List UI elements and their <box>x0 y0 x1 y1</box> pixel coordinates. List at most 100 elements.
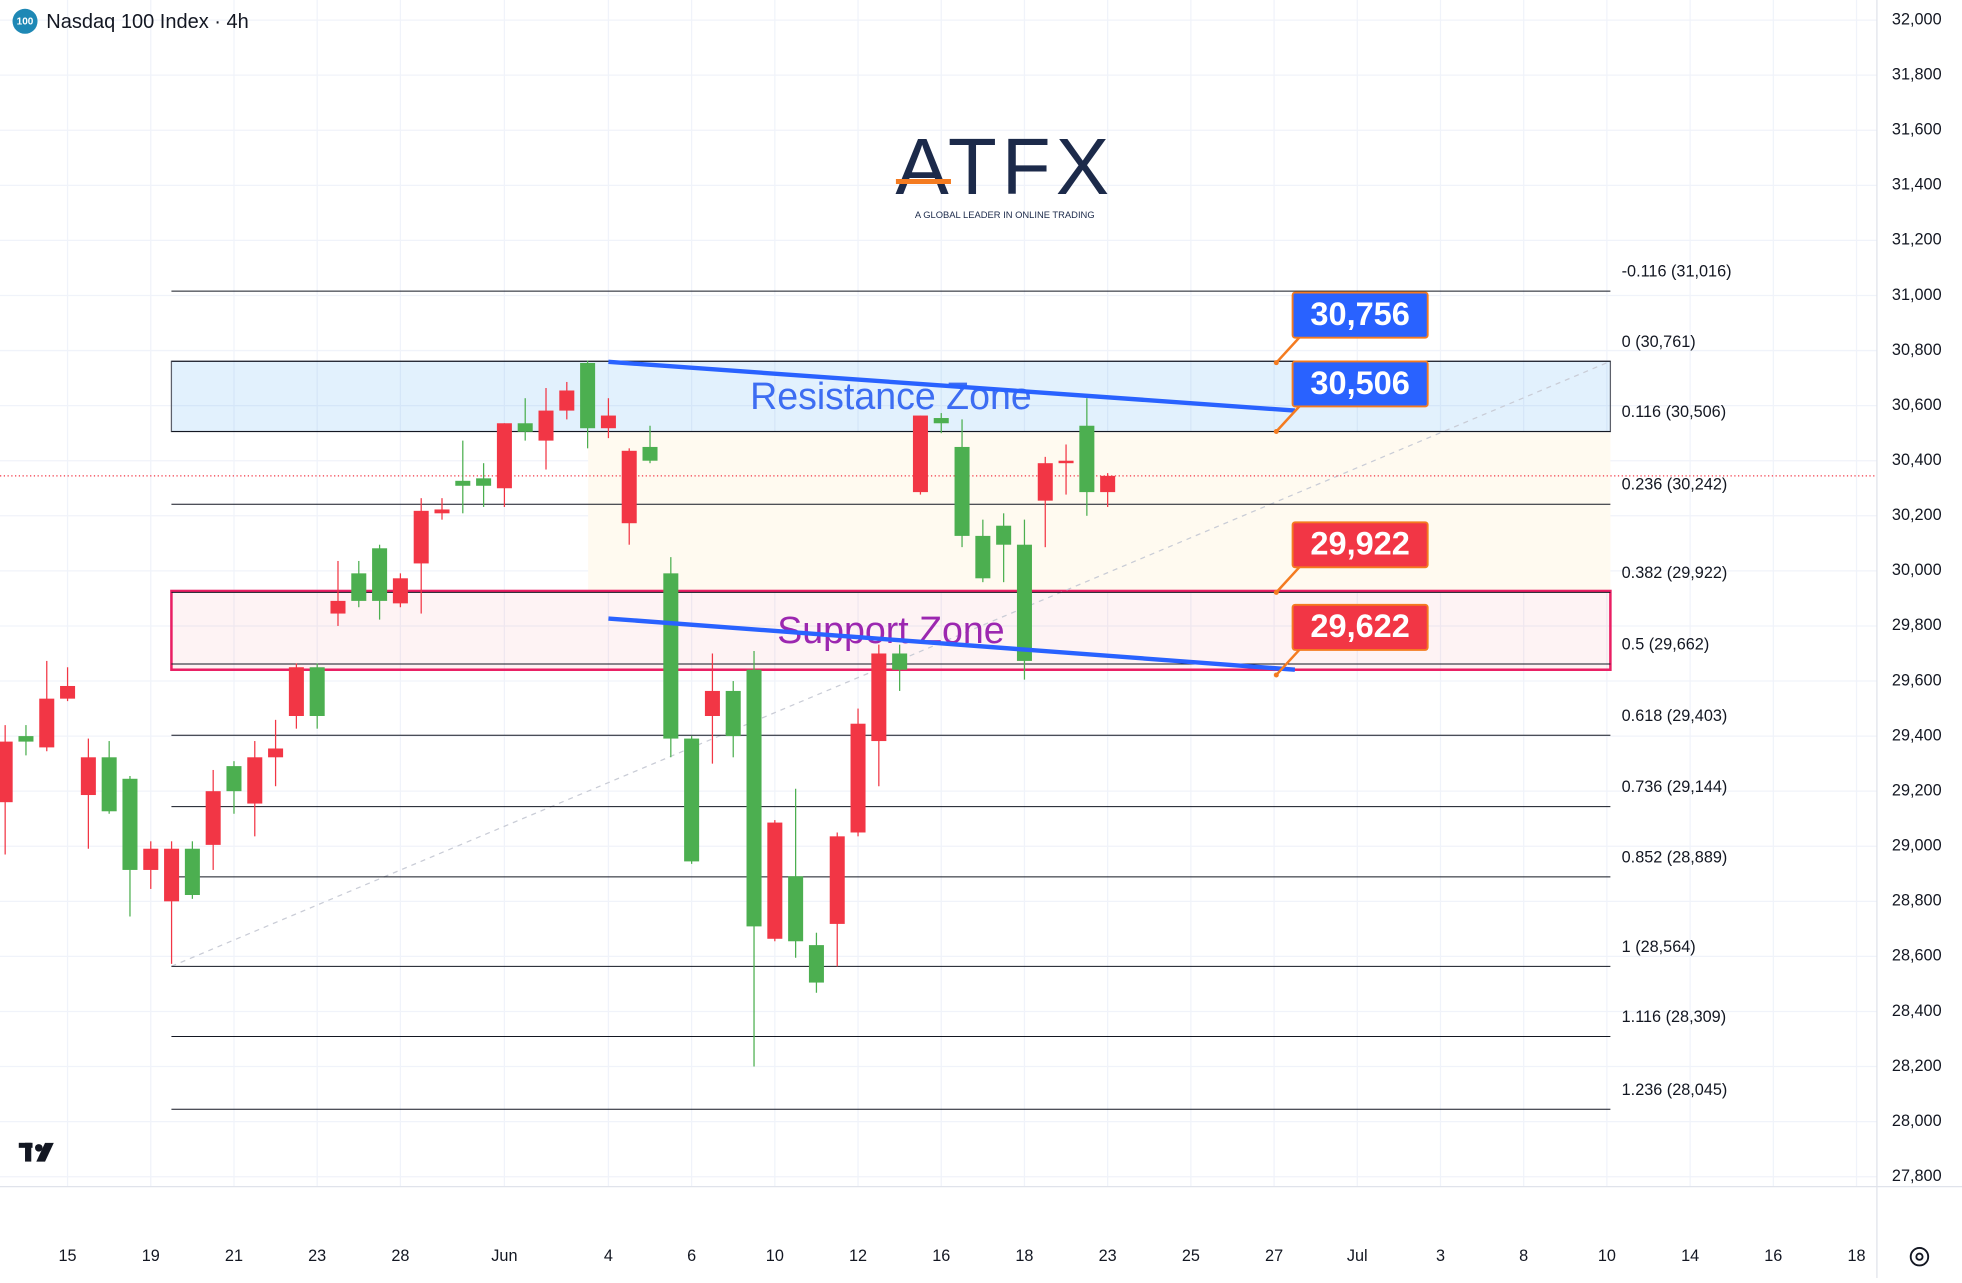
candle-body <box>704 690 720 716</box>
callout-anchor <box>1273 672 1279 678</box>
badge-text: 100 <box>17 17 34 28</box>
settings-icon[interactable] <box>1909 1247 1930 1267</box>
y-tick-label: 30,600 <box>1892 396 1942 414</box>
x-tick-label: 28 <box>391 1247 409 1265</box>
y-tick-label: 31,200 <box>1892 231 1942 249</box>
candle-body <box>80 757 96 796</box>
candle-body <box>1100 475 1116 493</box>
fib-label: 0.852 (28,889) <box>1622 848 1728 866</box>
x-tick-label: 12 <box>849 1247 867 1265</box>
trendline <box>608 359 1296 413</box>
callout-anchor <box>1273 589 1279 595</box>
candle-body <box>330 600 346 614</box>
candle-body <box>39 698 55 748</box>
x-tick-label: 25 <box>1182 1247 1200 1265</box>
y-tick-label: 30,000 <box>1892 561 1942 579</box>
candle-body <box>101 757 117 812</box>
callout-box <box>1291 603 1429 651</box>
candle-body <box>184 848 200 895</box>
candle-body <box>455 480 471 486</box>
x-tick-label: 23 <box>1099 1247 1117 1265</box>
candle-body <box>288 667 304 716</box>
axes: 27,800 28,000 28,200 28,400 28,600 28,800 29,0… <box>59 10 1942 1265</box>
candle-body <box>351 573 367 601</box>
fib-label: 0.382 (29,922) <box>1622 564 1728 582</box>
candle-body <box>996 525 1012 545</box>
callout-label: 30,756 <box>1310 296 1409 332</box>
candle-body <box>372 548 388 601</box>
y-tick-label: 29,800 <box>1892 616 1942 634</box>
candle-body <box>538 410 554 441</box>
x-tick-label: 4 <box>604 1247 613 1265</box>
candle-body <box>663 573 679 739</box>
y-tick-label: 28,000 <box>1892 1112 1942 1130</box>
candle-body <box>912 415 928 493</box>
candle-body <box>413 510 429 564</box>
callout-label: 30,506 <box>1310 365 1409 401</box>
callout-anchor <box>1273 429 1279 435</box>
candle-body <box>746 669 762 927</box>
y-tick-label: 28,800 <box>1892 892 1942 910</box>
candle-body <box>954 446 970 536</box>
x-tick-label: 10 <box>766 1247 784 1265</box>
candle-body <box>164 848 180 902</box>
y-tick-label: 31,600 <box>1892 121 1942 139</box>
candle-body <box>767 822 783 939</box>
x-tick-label: 6 <box>687 1247 696 1265</box>
candle-body <box>1079 425 1095 493</box>
callout-box <box>1291 360 1429 408</box>
x-tick-label: 14 <box>1681 1247 1699 1265</box>
y-tick-label: 29,000 <box>1892 837 1942 855</box>
candle-body <box>621 450 637 524</box>
x-tick-label: 23 <box>308 1247 326 1265</box>
fib-label: 0 (30,761) <box>1622 333 1696 351</box>
candle-body <box>892 653 908 670</box>
y-tick-label: 31,800 <box>1892 65 1942 83</box>
chart-title: Nasdaq 100 Index · 4h <box>46 11 248 33</box>
candle-body <box>1016 544 1032 661</box>
x-tick-label: 10 <box>1598 1247 1616 1265</box>
retracement-area <box>588 431 1611 593</box>
candle-body <box>226 766 242 792</box>
x-tick-label: 3 <box>1436 1247 1445 1265</box>
fib-label: 0.116 (30,506) <box>1622 403 1726 421</box>
grid <box>0 0 1877 1187</box>
candle-body <box>476 478 492 486</box>
fib-label: 1.116 (28,309) <box>1622 1008 1726 1026</box>
candle-body <box>933 418 949 424</box>
x-tick-label: 18 <box>1847 1247 1865 1265</box>
y-tick-label: 31,400 <box>1892 176 1942 194</box>
candle-body <box>559 390 575 411</box>
candle-body <box>975 535 991 579</box>
x-tick-label: 27 <box>1265 1247 1283 1265</box>
y-tick-label: 30,400 <box>1892 451 1942 469</box>
candle-body <box>725 690 741 737</box>
x-tick-label: Jul <box>1347 1247 1368 1265</box>
candle-body <box>1058 460 1074 464</box>
fib-label: 1 (28,564) <box>1622 938 1696 956</box>
candle-body <box>850 723 866 833</box>
candle-body <box>580 362 596 429</box>
trendline <box>608 616 1296 672</box>
candle-body <box>0 741 13 803</box>
x-tick-label: 16 <box>932 1247 950 1265</box>
candle-body <box>642 446 658 461</box>
y-tick-label: 28,400 <box>1892 1002 1942 1020</box>
candle-body <box>392 578 408 604</box>
y-tick-label: 32,000 <box>1892 10 1942 28</box>
candle-body <box>829 836 845 924</box>
callout-label: 29,922 <box>1310 526 1409 562</box>
callout-box <box>1291 291 1429 339</box>
y-tick-label: 28,200 <box>1892 1057 1942 1075</box>
y-tick-label: 30,200 <box>1892 506 1942 524</box>
x-tick-label: 8 <box>1519 1247 1528 1265</box>
candle-body <box>122 778 138 870</box>
candle-body <box>600 415 616 429</box>
x-tick-label: 19 <box>142 1247 160 1265</box>
symbol-badge <box>12 8 38 34</box>
plot: -0.116 (31,016) 0 (30,761) 0.116 (30,506) 0… <box>0 263 1877 1110</box>
y-tick-label: 29,400 <box>1892 726 1942 744</box>
callout-anchor <box>1273 360 1279 366</box>
